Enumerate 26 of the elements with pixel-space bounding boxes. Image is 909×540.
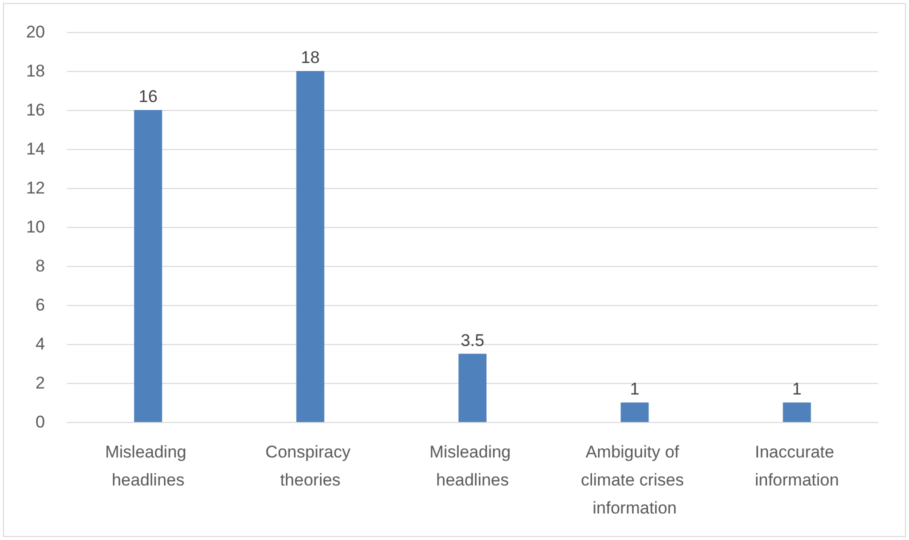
data-label: 1 [792,380,802,398]
x-tick-label: Misleading headlines [105,442,192,490]
data-label: 3.5 [460,330,484,350]
y-tick-label: 18 [26,62,45,80]
bar [134,110,162,422]
x-tick-label: Inaccurate information [754,442,839,490]
y-tick-label: 14 [26,140,45,158]
y-tick-label: 12 [26,178,45,198]
bar [296,71,324,422]
data-label: 18 [300,48,320,67]
y-tick-label: 8 [36,256,45,276]
x-tick-label: Misleading headlines [430,442,516,490]
data-label: 16 [138,87,158,106]
y-tick-label: 2 [36,374,45,392]
data-label: 1 [630,380,640,398]
x-tick-label: Ambiguity of climate crises information [580,442,689,518]
y-tick-label: 20 [26,22,45,42]
bar [782,402,811,422]
y-tick-label: 16 [26,100,45,120]
bar [620,402,649,422]
y-tick-label: 10 [26,218,45,236]
y-tick-label: 0 [36,412,45,432]
y-tick-label: 6 [36,296,45,314]
x-tick-label: Conspiracy theories [265,442,356,490]
bar [458,354,486,422]
y-tick-label: 4 [36,334,45,354]
